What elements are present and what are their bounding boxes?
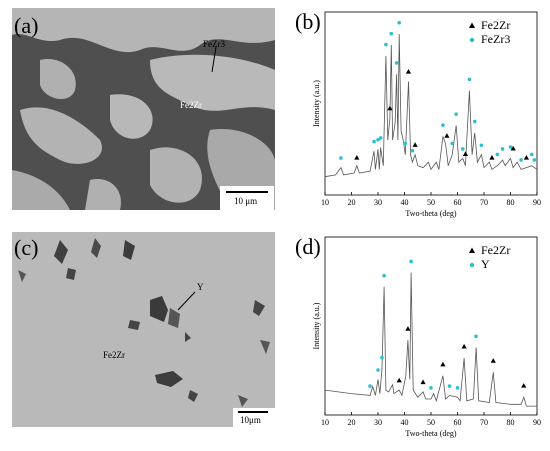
peak-marker	[454, 112, 458, 116]
peak-marker	[519, 158, 523, 162]
peak-marker	[508, 145, 513, 149]
panel-label: (d)	[295, 234, 321, 259]
phase-label: Y	[197, 282, 204, 292]
xrd-pattern	[324, 272, 537, 407]
peak-marker	[447, 384, 452, 388]
x-tick-label: 80	[507, 198, 515, 207]
peak-marker	[474, 334, 478, 339]
x-tick-label: 60	[454, 198, 462, 207]
peak-marker	[409, 259, 413, 264]
peak-marker	[490, 358, 496, 363]
peak-marker	[412, 142, 418, 147]
panel-label: (a)	[14, 13, 38, 38]
peak-marker	[441, 123, 445, 127]
phase-label: Fe2Zr	[180, 100, 202, 110]
peak-marker	[397, 20, 402, 25]
peak-marker	[495, 152, 500, 157]
x-tick-label: 40	[401, 418, 409, 427]
peak-marker	[368, 384, 372, 388]
micrograph-c	[12, 232, 275, 427]
xrd-pattern	[324, 33, 538, 178]
peak-marker	[450, 141, 455, 146]
peak-marker	[500, 147, 505, 151]
x-tick-label: 60	[454, 418, 462, 427]
legend-label: FeZr3	[481, 32, 510, 46]
legend-marker	[469, 247, 475, 253]
peak-marker	[380, 355, 384, 360]
peak-marker	[461, 147, 465, 151]
peak-marker	[420, 379, 426, 385]
x-tick-label: 30	[374, 198, 382, 207]
x-tick-label: 50	[427, 418, 435, 427]
x-tick-label: 70	[480, 418, 488, 427]
peak-marker	[462, 151, 469, 156]
peak-marker	[405, 69, 412, 74]
peak-marker	[410, 148, 415, 153]
peak-marker	[396, 377, 402, 383]
x-tick-label: 20	[348, 418, 356, 427]
legend-label: Fe2Zr	[481, 243, 510, 257]
y-axis-label: Intensity (a.u.)	[312, 302, 321, 349]
x-tick-label: 50	[427, 198, 435, 207]
peak-marker	[455, 386, 460, 390]
peak-marker	[384, 42, 388, 47]
peak-marker	[523, 155, 529, 160]
legend-marker	[469, 37, 475, 43]
peak-marker	[510, 145, 516, 151]
legend-label: Fe2Zr	[481, 18, 510, 32]
x-tick-label: 30	[374, 418, 382, 427]
legend-marker	[469, 262, 475, 268]
micrograph-a	[12, 8, 275, 210]
x-tick-label: 20	[348, 198, 356, 207]
x-tick-label: 40	[401, 198, 409, 207]
x-axis-label: Two-theta (deg)	[405, 429, 457, 438]
peak-marker	[532, 158, 537, 162]
peak-marker	[389, 31, 394, 36]
peak-marker	[489, 155, 495, 160]
phase-label: FeZr3	[203, 39, 225, 49]
peak-marker	[529, 152, 534, 157]
peak-marker	[472, 119, 477, 124]
x-tick-label: 10	[321, 418, 329, 427]
x-tick-label: 90	[533, 198, 541, 207]
x-tick-label: 80	[507, 418, 515, 427]
peak-marker	[378, 136, 383, 140]
y-axis-label: Intensity (a.u.)	[312, 80, 321, 127]
peak-marker	[444, 133, 450, 138]
peak-marker	[521, 383, 527, 388]
peak-marker	[382, 273, 386, 278]
phase-label: Fe2Zr	[103, 350, 125, 360]
peak-marker	[394, 61, 399, 65]
peak-marker	[376, 137, 380, 142]
x-tick-label: 70	[480, 198, 488, 207]
peak-marker	[403, 141, 408, 146]
peak-marker	[461, 343, 467, 349]
scale-bar-label: 10μm	[240, 415, 261, 425]
legend-label: Y	[481, 257, 490, 271]
peak-marker	[387, 105, 393, 111]
peak-marker	[376, 368, 380, 372]
panel-label: (b)	[295, 9, 321, 34]
peak-marker	[479, 143, 484, 148]
scale-bar-label: 10 μm	[234, 196, 257, 206]
peak-marker	[429, 386, 433, 390]
panel-label: (c)	[14, 235, 38, 260]
peak-marker	[339, 156, 343, 160]
peak-marker	[405, 326, 411, 331]
peak-marker	[372, 139, 376, 144]
x-tick-label: 10	[321, 198, 329, 207]
peak-marker	[354, 155, 360, 160]
legend-marker	[469, 22, 475, 28]
peak-marker	[440, 361, 446, 367]
x-axis-label: Two-theta (deg)	[405, 209, 457, 218]
x-tick-label: 90	[533, 418, 541, 427]
peak-marker	[467, 77, 472, 82]
